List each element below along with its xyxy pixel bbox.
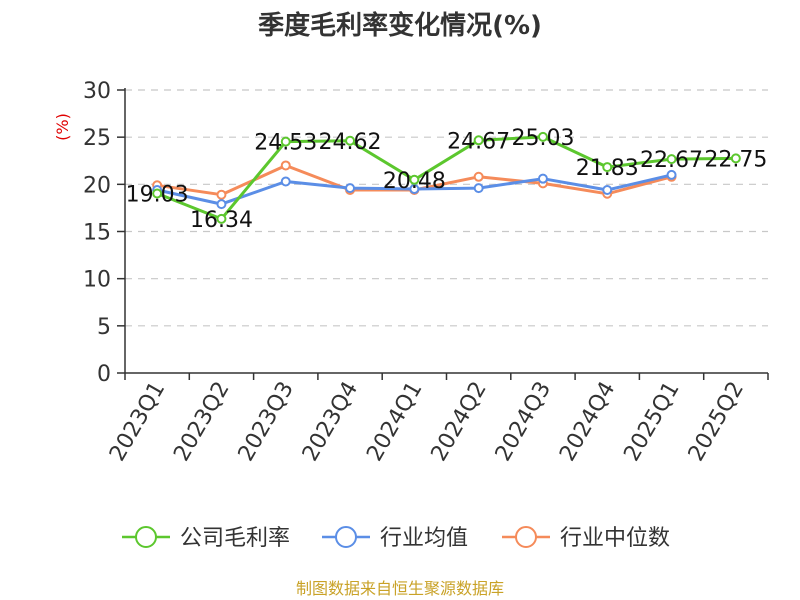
- x-tick-label: 2025Q1: [619, 378, 684, 466]
- data-label: 25.03: [511, 126, 574, 151]
- data-point: [537, 131, 548, 142]
- data-point: [730, 153, 741, 164]
- x-tick-label: 2023Q3: [234, 378, 299, 466]
- data-label: 24.62: [319, 130, 382, 155]
- data-label: 20.48: [383, 169, 446, 194]
- data-label: 22.75: [704, 147, 767, 172]
- data-label: 19.03: [126, 182, 189, 207]
- data-point: [280, 176, 291, 187]
- legend-item: 行业中位数: [502, 526, 670, 551]
- x-tick-label: 2024Q1: [362, 378, 427, 466]
- data-point: [473, 135, 484, 146]
- data-point: [216, 213, 227, 224]
- data-label: 24.53: [254, 131, 317, 156]
- legend-label: 行业中位数: [560, 526, 670, 551]
- data-point: [345, 183, 356, 194]
- series: [152, 131, 741, 224]
- data-point: [280, 136, 291, 147]
- data-label: 16.34: [190, 208, 253, 233]
- data-point: [602, 162, 613, 173]
- series-company-margin: [152, 131, 741, 224]
- y-tick-label: 5: [97, 315, 111, 340]
- x-tick-label: 2023Q4: [298, 378, 363, 466]
- data-point: [152, 188, 163, 199]
- y-tick-label: 20: [83, 173, 111, 198]
- legend-label: 行业均值: [380, 526, 468, 551]
- legend: 公司毛利率 行业均值 行业中位数: [122, 526, 670, 551]
- series-line: [156, 135, 736, 221]
- legend-marker: [515, 526, 537, 548]
- data-point: [666, 154, 677, 165]
- data-label: 21.83: [576, 156, 639, 181]
- legend-label: 公司毛利率: [180, 526, 290, 551]
- legend-marker: [135, 526, 157, 548]
- data-point: [602, 184, 613, 195]
- data-point: [473, 171, 484, 182]
- data-point: [280, 160, 291, 171]
- data-point: [666, 169, 677, 180]
- y-axis-unit: (%): [53, 113, 72, 141]
- y-tick-label: 0: [97, 362, 111, 387]
- legend-item: 行业均值: [322, 526, 468, 551]
- source-note: 制图数据来自恒生聚源数据库: [296, 579, 504, 598]
- y-tick-label: 15: [83, 221, 111, 246]
- x-tick-label: 2024Q3: [491, 378, 556, 466]
- data-point: [473, 183, 484, 194]
- grid: [125, 89, 768, 327]
- data-point: [409, 184, 420, 195]
- x-tick-label: 2023Q2: [169, 378, 234, 466]
- chart-title: 季度毛利率变化情况(%): [258, 10, 542, 41]
- x-tick-label: 2024Q4: [555, 378, 620, 466]
- series-industry-mean: [152, 169, 677, 210]
- y-tick-label: 30: [83, 79, 111, 104]
- legend-item: 公司毛利率: [122, 526, 290, 551]
- x-tick-label: 2025Q2: [684, 378, 749, 466]
- legend-marker: [335, 526, 357, 548]
- data-point: [345, 135, 356, 146]
- data-point: [409, 174, 420, 185]
- data-point: [216, 199, 227, 210]
- data-point: [537, 173, 548, 184]
- data-label: 22.67: [640, 148, 703, 173]
- data-label: 24.67: [447, 129, 510, 154]
- y-tick-label: 25: [83, 126, 111, 151]
- y-tick-label: 10: [83, 268, 111, 293]
- data-point: [216, 189, 227, 200]
- x-tick-label: 2024Q2: [427, 378, 492, 466]
- x-tick-label: 2023Q1: [105, 378, 170, 466]
